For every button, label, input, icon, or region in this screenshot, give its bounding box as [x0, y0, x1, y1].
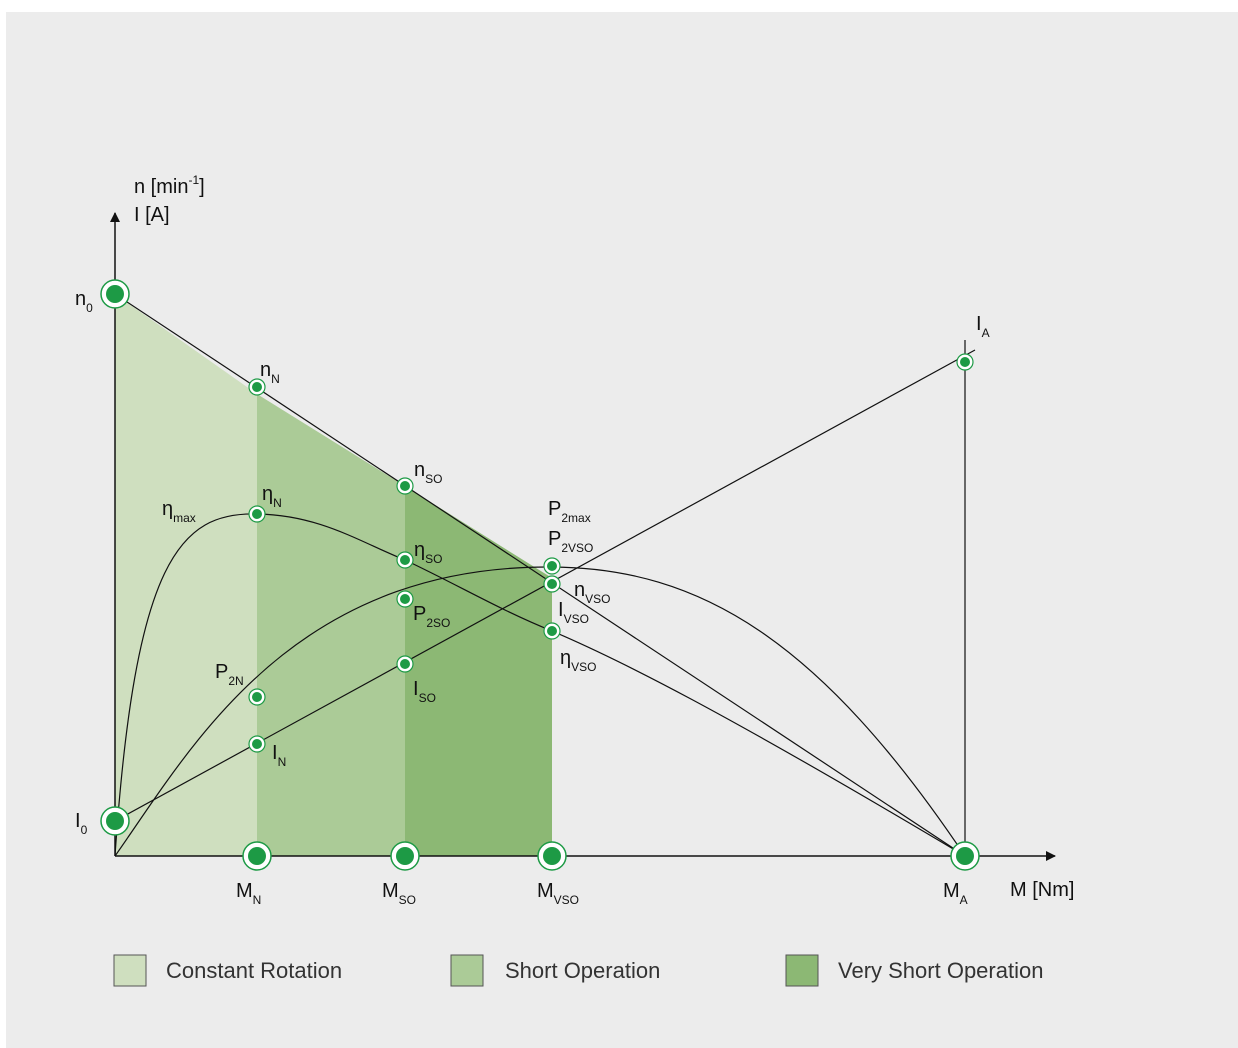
marker-nvso: [543, 575, 561, 593]
marker-p2vso: [543, 557, 561, 575]
marker-ia: [956, 353, 974, 371]
markers-small: [248, 353, 974, 753]
legend-item-short-operation: Short Operation: [450, 954, 660, 987]
label-mvso: MVSO: [537, 880, 579, 907]
legend-swatch: [113, 954, 147, 987]
marker-in: [248, 735, 266, 753]
x-axis-title: M [Nm]: [1010, 879, 1074, 901]
label-nn: nN: [260, 359, 280, 386]
label-eta-so: ηSO: [414, 539, 442, 566]
marker-iso: [396, 655, 414, 673]
marker-mn: [242, 841, 272, 871]
marker-eta-vso: [543, 622, 561, 640]
label-in: IN: [272, 742, 286, 769]
legend-swatch: [785, 954, 819, 987]
legend-label: Very Short Operation: [838, 958, 1043, 983]
legend: Constant Rotation Short Operation Very S…: [113, 954, 1043, 987]
legend-item-constant-rotation: Constant Rotation: [113, 954, 342, 987]
label-mn: MN: [236, 880, 261, 907]
label-nvso: nVSO: [574, 579, 610, 606]
zone-short-operation: [257, 394, 405, 856]
label-p2so: P2SO: [413, 603, 450, 630]
y-axis-title-line1: n [min-1]: [134, 173, 205, 198]
label-nso: nSO: [414, 459, 442, 486]
marker-mso: [390, 841, 420, 871]
legend-swatch: [450, 954, 484, 987]
label-ivso: IVSO: [558, 599, 589, 626]
marker-mvso: [537, 841, 567, 871]
label-p2vso: P2VSO: [548, 528, 593, 555]
marker-eta-so: [396, 551, 414, 569]
label-eta-max: ηmax: [162, 498, 196, 525]
zone-constant-rotation: [115, 294, 257, 856]
label-p2n: P2N: [215, 661, 244, 688]
markers-large: [100, 279, 980, 871]
label-ia: IA: [976, 313, 990, 340]
legend-label: Short Operation: [505, 958, 660, 983]
marker-ma: [950, 841, 980, 871]
marker-n0: [100, 279, 130, 309]
marker-nso: [396, 477, 414, 495]
marker-nn: [248, 378, 266, 396]
label-iso: ISO: [413, 678, 436, 705]
label-eta-vso: ηVSO: [560, 647, 596, 674]
label-i0: I0: [75, 810, 88, 837]
marker-p2so: [396, 590, 414, 608]
legend-item-very-short-operation: Very Short Operation: [785, 954, 1043, 987]
label-ma: MA: [943, 880, 968, 907]
marker-p2n: [248, 688, 266, 706]
label-n0: n0: [75, 288, 93, 315]
marker-eta-n: [248, 505, 266, 523]
y-axis-title-line2: I [A]: [134, 204, 170, 226]
label-p2max: P2max: [548, 498, 591, 525]
label-mso: MSO: [382, 880, 416, 907]
marker-i0: [100, 806, 130, 836]
label-eta-n: ηN: [262, 483, 282, 510]
legend-label: Constant Rotation: [166, 958, 342, 983]
